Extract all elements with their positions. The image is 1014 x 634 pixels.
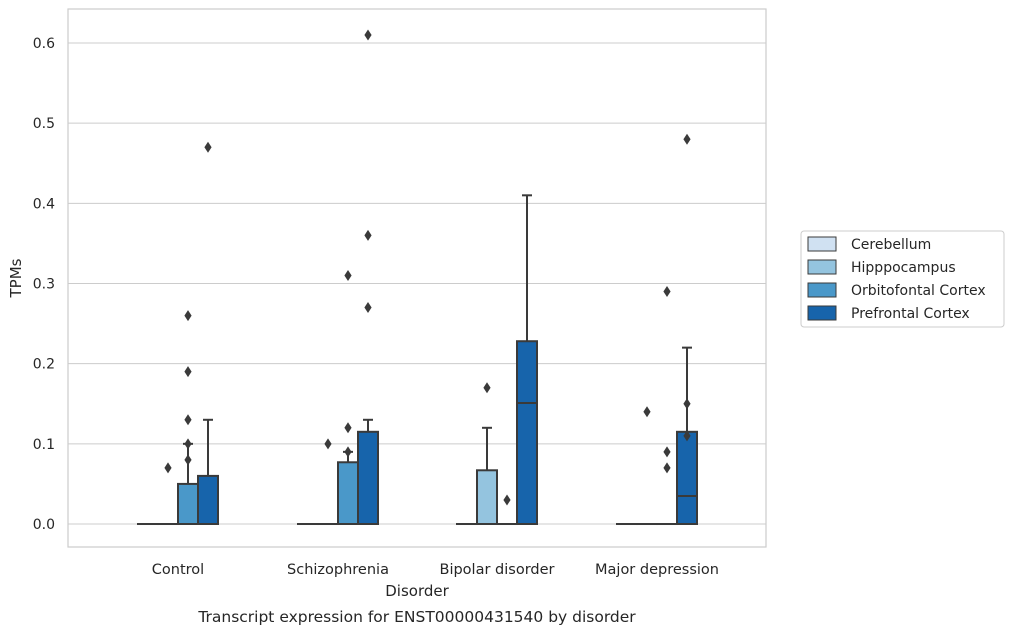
outlier-point [184, 454, 192, 466]
x-tick-label: Major depression [595, 562, 719, 578]
y-tick-label: 0.0 [33, 517, 55, 533]
legend-label: Cerebellum [851, 237, 931, 253]
outlier-point [184, 310, 192, 322]
y-tick-label: 0.6 [33, 36, 55, 52]
outlier-point [683, 398, 691, 410]
legend-swatch [807, 236, 837, 252]
y-tick-label: 0.5 [33, 116, 55, 132]
box-2-1 [476, 426, 498, 525]
outlier-point [364, 229, 372, 241]
box-body [197, 474, 219, 525]
y-tick-label: 0.2 [33, 357, 55, 373]
legend-label: Hipppocampus [851, 260, 956, 276]
outlier-point [643, 406, 651, 418]
box-body [337, 461, 359, 525]
box-2-3 [516, 194, 538, 525]
box-body [357, 430, 379, 525]
box-1-2 [337, 450, 359, 525]
legend-swatch [807, 305, 837, 321]
outlier-point [364, 302, 372, 314]
outlier-point [204, 141, 212, 153]
outlier-point [344, 422, 352, 434]
y-tick-label: 0.4 [33, 196, 55, 212]
plot-frame [67, 8, 767, 548]
outlier-point [683, 430, 691, 442]
outlier-point [184, 366, 192, 378]
y-axis-label: TPMs [7, 258, 25, 298]
outlier-point [184, 438, 192, 450]
outlier-point [503, 494, 511, 506]
box-0-3 [197, 418, 219, 525]
outlier-point [344, 269, 352, 281]
y-axis-ticks: 0.0 0.1 0.2 0.3 0.4 0.5 0.6 [33, 36, 55, 533]
box-body [476, 469, 498, 525]
y-tick-label: 0.1 [33, 437, 55, 453]
outlier-point [663, 446, 671, 458]
y-tick-label: 0.3 [33, 277, 55, 293]
outlier-point [683, 133, 691, 145]
x-tick-label: Control [152, 562, 204, 578]
legend-frame [800, 230, 1005, 328]
x-axis-ticks: Control Schizophrenia Bipolar disorder Majo… [152, 562, 719, 578]
legend-label: Orbitofontal Cortex [851, 283, 986, 299]
box-body [676, 430, 698, 525]
x-axis-label: Disorder [385, 582, 449, 600]
x-tick-label: Bipolar disorder [440, 562, 555, 578]
outlier-point [344, 446, 352, 458]
box-body [516, 340, 538, 525]
legend: Cerebellum Hipppocampus Orbitofontal Corte… [800, 230, 1005, 328]
legend-swatch [807, 282, 837, 298]
x-tick-label: Schizophrenia [287, 562, 389, 578]
box-series [137, 194, 698, 526]
outlier-point [184, 414, 192, 426]
outlier-points [164, 29, 691, 506]
legend-label: Prefrontal Cortex [851, 306, 970, 322]
outlier-point [164, 462, 172, 474]
outlier-point [324, 438, 332, 450]
outlier-point [663, 462, 671, 474]
plot-background [68, 9, 766, 547]
outlier-point [364, 29, 372, 41]
legend-swatch [807, 259, 837, 275]
outlier-point [663, 286, 671, 298]
box-body [177, 482, 199, 525]
box-1-3 [357, 418, 379, 525]
chart-caption: Transcript expression for ENST0000043154… [197, 608, 636, 626]
outlier-point [483, 382, 491, 394]
